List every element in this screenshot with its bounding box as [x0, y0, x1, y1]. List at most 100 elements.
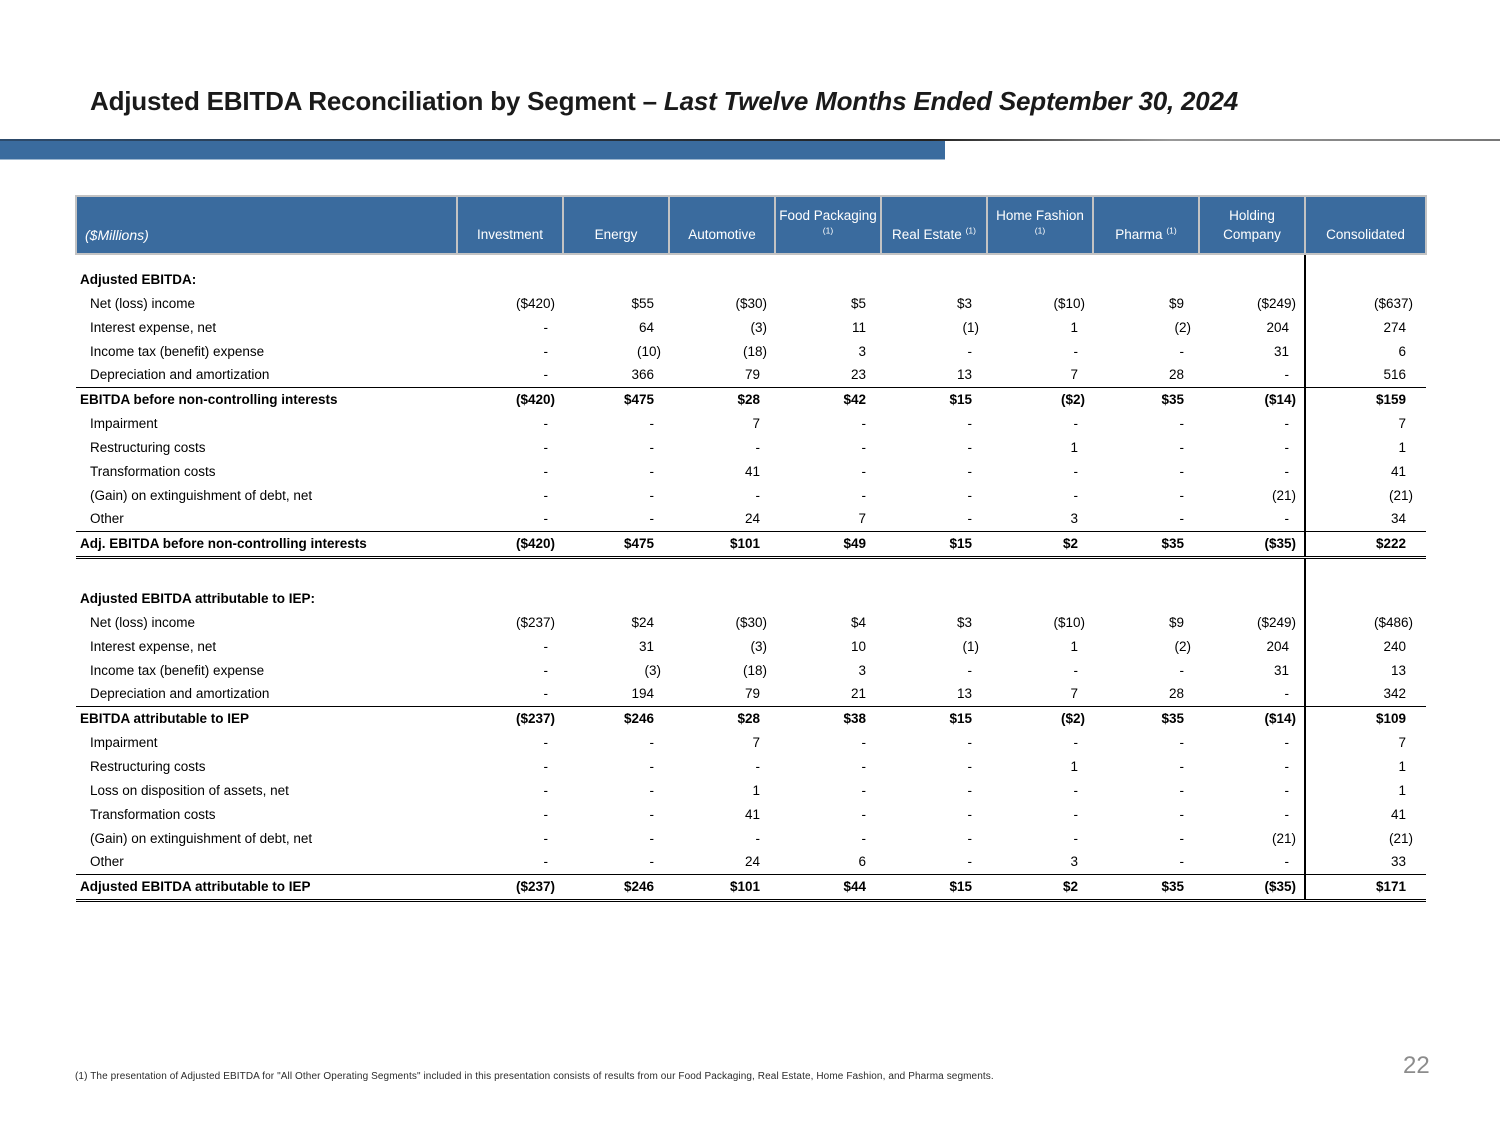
spacer-cell — [76, 557, 1305, 586]
cell-value: - — [861, 439, 867, 455]
cell-value: ($237) — [515, 710, 555, 726]
cell-value: 1 — [1070, 439, 1078, 455]
cell-value: $15 — [949, 710, 972, 726]
cell-value: - — [543, 782, 549, 798]
cell-value: 28 — [1093, 363, 1199, 388]
cell-value: ($14) — [1264, 391, 1296, 407]
cell-value: $15 — [881, 874, 987, 902]
table-row: Loss on disposition of assets, net - -1- - -… — [76, 778, 1426, 802]
cell-value: 21 — [775, 682, 881, 707]
cell-value: - — [1199, 850, 1305, 875]
cell-value: - — [543, 758, 549, 774]
cell-value: - — [543, 830, 549, 846]
cell-value: - — [861, 415, 867, 431]
cell-value: - — [1073, 806, 1079, 822]
row-label: Depreciation and amortization — [76, 682, 457, 707]
cell-value: 31 — [638, 638, 654, 654]
cell-value: (3) — [750, 319, 768, 335]
cell-value: 10 — [850, 638, 866, 654]
cell-value: - — [967, 830, 973, 846]
cell-value: (21) — [1271, 830, 1296, 846]
cell-value: 41 — [744, 463, 760, 479]
cell-value: 342 — [1304, 682, 1426, 707]
cell-value: ($2) — [1060, 391, 1085, 407]
cell-value: - — [1073, 463, 1079, 479]
cell-value: 1 — [1070, 758, 1078, 774]
cell-value: - — [1284, 758, 1290, 774]
cell-value: $171 — [1304, 874, 1426, 902]
table-row: Interest expense, net - 64 (3) 11 (1) 1 (2) 204 2… — [76, 315, 1426, 339]
consolidated-divider-cell — [1304, 586, 1426, 610]
cell-value: (21) — [1271, 487, 1296, 503]
cell-value: - — [457, 682, 563, 707]
cell-value: - — [1179, 830, 1185, 846]
cell-value: ($420) — [515, 391, 555, 407]
cell-value: - — [1073, 782, 1079, 798]
page-number: 22 — [1403, 1052, 1430, 1079]
cell-value: 6 — [1304, 339, 1426, 363]
cell-value: ($30) — [735, 614, 767, 630]
cell-value: - — [649, 734, 655, 750]
cell-value: 1 — [752, 782, 760, 798]
cell-value: - — [967, 439, 973, 455]
cell-value: $55 — [631, 295, 654, 311]
cell-value: ($237) — [457, 874, 563, 902]
cell-value: - — [967, 806, 973, 822]
footnote-ref: (1) — [1034, 225, 1046, 236]
cell-value: $15 — [881, 531, 987, 559]
cell-value: $42 — [843, 391, 866, 407]
cell-value: - — [881, 850, 987, 875]
cell-value: - — [1073, 662, 1079, 678]
section-header-label: Adjusted EBITDA: — [80, 271, 197, 287]
cell-value: 24 — [669, 507, 775, 532]
column-header-holding-company: Holding Company — [1198, 195, 1306, 255]
cell-value: - — [649, 415, 655, 431]
row-label: (Gain) on extinguishment of debt, net — [90, 830, 313, 846]
cell-value: ($30) — [735, 295, 767, 311]
row-label: Net (loss) income — [90, 295, 196, 311]
cell-value: 7 — [1304, 730, 1426, 754]
cell-value: $475 — [623, 391, 654, 407]
table-row: Other - -24 6-3- -33 — [76, 850, 1426, 875]
cell-value: (21) — [1304, 483, 1426, 507]
cell-value: $475 — [563, 531, 669, 559]
table-header-row: ($Millions) Investment Energy Automotive Fo… — [75, 195, 1427, 255]
cell-value: $35 — [1161, 391, 1184, 407]
row-label: EBITDA before non-controlling interests — [80, 391, 338, 407]
row-label: Impairment — [90, 734, 158, 750]
table-row: Income tax (benefit) expense - (3) (18) 3 - - -… — [76, 658, 1426, 682]
cell-value: - — [1179, 415, 1185, 431]
table-row: Restructuring costs - - - - -1- -1 — [76, 754, 1426, 778]
cell-value: - — [967, 415, 973, 431]
cell-value: 31 — [1273, 662, 1289, 678]
cell-value: (18) — [742, 343, 767, 359]
cell-value: - — [1199, 507, 1305, 532]
cell-value: (21) — [1304, 826, 1426, 850]
cell-value: - — [563, 507, 669, 532]
cell-value: 1 — [1304, 754, 1426, 778]
cell-value: - — [543, 415, 549, 431]
cell-value: 64 — [638, 319, 654, 335]
cell-value: ($420) — [515, 295, 555, 311]
cell-value: - — [1179, 662, 1185, 678]
cell-value: - — [1179, 782, 1185, 798]
cell-value: ($237) — [515, 614, 555, 630]
cell-value: - — [861, 487, 867, 503]
cell-value: - — [649, 830, 655, 846]
table-row: Interest expense, net - 31 (3) 10 (1) 1 (2) 204 2… — [76, 634, 1426, 658]
cell-value: 34 — [1304, 507, 1426, 532]
cell-value: - — [543, 662, 549, 678]
cell-value: 6 — [775, 850, 881, 875]
cell-value: - — [967, 734, 973, 750]
cell-value: $101 — [669, 531, 775, 559]
cell-value: $101 — [669, 874, 775, 902]
table-row: Impairment - -7- - - - -7 — [76, 730, 1426, 754]
row-label: EBITDA attributable to IEP — [80, 710, 250, 726]
cell-value: - — [1284, 415, 1290, 431]
cell-value: - — [967, 662, 973, 678]
cell-value: ($486) — [1304, 610, 1426, 634]
cell-value: $24 — [631, 614, 654, 630]
cell-value: (3) — [750, 638, 768, 654]
cell-value: 7 — [775, 507, 881, 532]
column-header-pharma: Pharma (1) — [1092, 195, 1200, 255]
